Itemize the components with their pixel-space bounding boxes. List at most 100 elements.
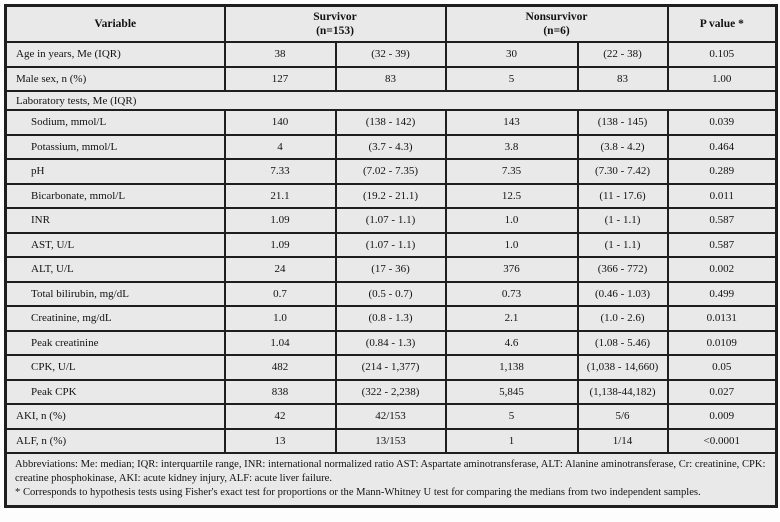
outcomes-comparison-table: Variable Survivor (n=153) Nonsurvivor (n… — [4, 4, 779, 508]
cell-value: 1.0 — [223, 305, 337, 332]
cell-value: (1.07 - 1.1) — [334, 231, 447, 258]
cell-value: 5,845 — [444, 378, 579, 405]
table-row: CPK, U/L 482 (214 - 1,377) 1,138 (1,038 - 14… — [4, 354, 778, 381]
cell-value: 0.009 — [666, 403, 778, 430]
cell-value: 24 — [223, 256, 337, 283]
cell-value: (1 - 1.1) — [576, 231, 669, 258]
cell-value: (1,138-44,182) — [576, 378, 669, 405]
cell-value: 127 — [223, 65, 337, 92]
table-footer: Abbreviations: Me: median; IQR: interqua… — [4, 451, 778, 508]
cell-value: 1,138 — [444, 354, 579, 381]
cell-value: 0.289 — [666, 158, 778, 185]
cell-value: (1.07 - 1.1) — [334, 207, 447, 234]
cell-value: 0.73 — [444, 280, 579, 307]
cell-value: (22 - 38) — [576, 41, 669, 68]
cell-value: 0.105 — [666, 41, 778, 68]
cell-value: 7.35 — [444, 158, 579, 185]
cell-value: (0.8 - 1.3) — [334, 305, 447, 332]
nonsurvivor-group-label: Nonsurvivor — [525, 10, 588, 23]
cell-value: 0.7 — [223, 280, 337, 307]
cell-value: 0.039 — [666, 109, 778, 136]
table-row: Age in years, Me (IQR) 38 (32 - 39) 30 (22 -… — [4, 41, 778, 68]
cell-value: 1.0 — [444, 207, 579, 234]
row-label: Creatinine, mg/dL — [4, 305, 226, 332]
table-row: Total bilirubin, mg/dL 0.7 (0.5 - 0.7) 0.73… — [4, 280, 778, 307]
cell-value: 1 — [444, 427, 579, 454]
cell-value: 376 — [444, 256, 579, 283]
cell-value: 42/153 — [334, 403, 447, 430]
survivor-group-label: Survivor — [313, 10, 357, 23]
cell-value: 21.1 — [223, 182, 337, 209]
cell-value: (7.30 - 7.42) — [576, 158, 669, 185]
cell-value: 83 — [576, 65, 669, 92]
table-body: Age in years, Me (IQR) 38 (32 - 39) 30 (22 -… — [4, 41, 778, 454]
col-header-pvalue-label: P value * — [699, 17, 744, 30]
cell-value: 3.8 — [444, 133, 579, 160]
cell-value: 38 — [223, 41, 337, 68]
nonsurvivor-n-label: (n=6) — [543, 25, 570, 37]
cell-value: 4.6 — [444, 329, 579, 356]
row-label: Total bilirubin, mg/dL — [4, 280, 226, 307]
cell-value: (3.8 - 4.2) — [576, 133, 669, 160]
row-label: ALT, U/L — [4, 256, 226, 283]
cell-value: (32 - 39) — [334, 41, 447, 68]
cell-value: (3.7 - 4.3) — [334, 133, 447, 160]
cell-value: 1.04 — [223, 329, 337, 356]
cell-value: 2.1 — [444, 305, 579, 332]
col-header-variable-label: Variable — [94, 17, 137, 30]
table-row: Potassium, mmol/L 4 (3.7 - 4.3) 3.8 (3.8 - 4… — [4, 133, 778, 160]
cell-value: 0.011 — [666, 182, 778, 209]
section-label: Laboratory tests, Me (IQR) — [4, 90, 778, 111]
footer-cell: Abbreviations: Me: median; IQR: interqua… — [4, 451, 778, 508]
cell-value: (1.08 - 5.46) — [576, 329, 669, 356]
row-label: AKI, n (%) — [4, 403, 226, 430]
cell-value: 13 — [223, 427, 337, 454]
cell-value: (1 - 1.1) — [576, 207, 669, 234]
cell-value: (19.2 - 21.1) — [334, 182, 447, 209]
footer-row: Abbreviations: Me: median; IQR: interqua… — [4, 451, 778, 508]
cell-value: 30 — [444, 41, 579, 68]
cell-value: 0.587 — [666, 231, 778, 258]
cell-value: (7.02 - 7.35) — [334, 158, 447, 185]
cell-value: 140 — [223, 109, 337, 136]
cell-value: 0.464 — [666, 133, 778, 160]
row-label: Peak creatinine — [4, 329, 226, 356]
cell-value: 5/6 — [576, 403, 669, 430]
cell-value: 13/153 — [334, 427, 447, 454]
col-header-nonsurvivor: Nonsurvivor (n=6) — [444, 4, 669, 43]
cell-value: 5 — [444, 65, 579, 92]
cell-value: 1.09 — [223, 231, 337, 258]
table-row: Peak creatinine 1.04 (0.84 - 1.3) 4.6 (1.08 … — [4, 329, 778, 356]
statistical-footnote: * Corresponds to hypothesis tests using … — [15, 486, 701, 498]
cell-value: (1,038 - 14,660) — [576, 354, 669, 381]
cell-value: (138 - 145) — [576, 109, 669, 136]
row-label: Potassium, mmol/L — [4, 133, 226, 160]
col-header-survivor: Survivor (n=153) — [223, 4, 447, 43]
abbreviations-note: Abbreviations: Me: median; IQR: interqua… — [15, 459, 766, 484]
cell-value: (214 - 1,377) — [334, 354, 447, 381]
row-label: Male sex, n (%) — [4, 65, 226, 92]
cell-value: (0.5 - 0.7) — [334, 280, 447, 307]
table-row: Male sex, n (%) 127 83 5 83 1.00 — [4, 65, 778, 92]
cell-value: 0.499 — [666, 280, 778, 307]
cell-value: 1.00 — [666, 65, 778, 92]
row-label: AST, U/L — [4, 231, 226, 258]
cell-value: 838 — [223, 378, 337, 405]
cell-value: (1.0 - 2.6) — [576, 305, 669, 332]
table-row: ALF, n (%) 13 13/153 1 1/14 <0.0001 — [4, 427, 778, 454]
col-header-pvalue: P value * — [666, 4, 778, 43]
table-row: Creatinine, mg/dL 1.0 (0.8 - 1.3) 2.1 (1.0 -… — [4, 305, 778, 332]
row-label: Sodium, mmol/L — [4, 109, 226, 136]
cell-value: 5 — [444, 403, 579, 430]
cell-value: 42 — [223, 403, 337, 430]
table-row: ALT, U/L 24 (17 - 36) 376 (366 - 772) 0.002 — [4, 256, 778, 283]
table-row: Sodium, mmol/L 140 (138 - 142) 143 (138 - 14… — [4, 109, 778, 136]
row-label: pH — [4, 158, 226, 185]
cell-value: 0.002 — [666, 256, 778, 283]
cell-value: 0.05 — [666, 354, 778, 381]
row-label: CPK, U/L — [4, 354, 226, 381]
row-label: Age in years, Me (IQR) — [4, 41, 226, 68]
cell-value: (138 - 142) — [334, 109, 447, 136]
cell-value: 12.5 — [444, 182, 579, 209]
cell-value: 4 — [223, 133, 337, 160]
